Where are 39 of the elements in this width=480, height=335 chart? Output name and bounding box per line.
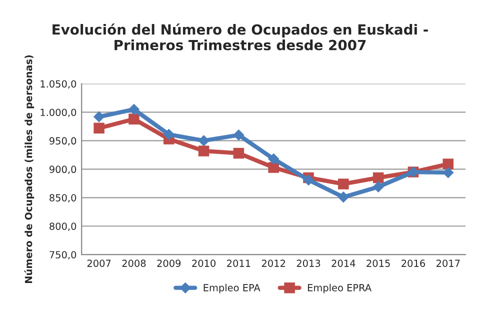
x-tick-label: 2012 xyxy=(262,260,285,267)
y-tick-label: 1.050,0 xyxy=(40,80,76,89)
point xyxy=(338,178,349,190)
legend-label: Empleo EPA xyxy=(204,284,260,294)
y-tick-label: 900,0 xyxy=(50,166,76,174)
point xyxy=(372,181,384,192)
y-tick-label: 750,0 xyxy=(50,251,76,260)
point xyxy=(94,122,104,134)
y-tick-label: 800,0 xyxy=(50,222,76,231)
point xyxy=(233,148,244,159)
point xyxy=(268,153,280,164)
point xyxy=(372,172,384,184)
x-tick-label: 2009 xyxy=(157,260,181,267)
chart-title: Evolución del Número de Ocupados en Euskadi - Primeros Trimestres desde 2007 xyxy=(52,23,428,50)
point xyxy=(442,158,454,170)
point xyxy=(128,104,140,115)
point xyxy=(338,192,349,203)
x-tick-label: 2011 xyxy=(227,260,250,267)
x-tick-label: 2007 xyxy=(87,260,111,267)
point xyxy=(233,130,244,140)
point xyxy=(94,111,104,122)
x-tick-label: 2014 xyxy=(332,260,356,267)
x-tick-label: 2013 xyxy=(296,260,320,267)
legend-label: Empleo EPRA xyxy=(308,284,372,294)
point xyxy=(198,146,210,156)
point xyxy=(303,174,314,186)
y-axis-title: Número de Ocupados (miles de personas) xyxy=(24,55,34,283)
y-tick-label: 850,0 xyxy=(50,194,76,202)
x-tick-label: 2015 xyxy=(366,260,390,267)
point xyxy=(163,129,174,140)
x-tick-label: 2008 xyxy=(122,260,146,267)
x-tick-label: 2010 xyxy=(192,260,216,267)
point xyxy=(128,114,140,124)
point xyxy=(268,162,279,173)
x-tick-label: 2017 xyxy=(436,260,460,267)
y-tick-label: 950,0 xyxy=(50,137,76,146)
point xyxy=(198,135,210,146)
y-tick-label: 1.000,0 xyxy=(40,108,76,118)
x-tick-label: 2016 xyxy=(402,260,425,267)
